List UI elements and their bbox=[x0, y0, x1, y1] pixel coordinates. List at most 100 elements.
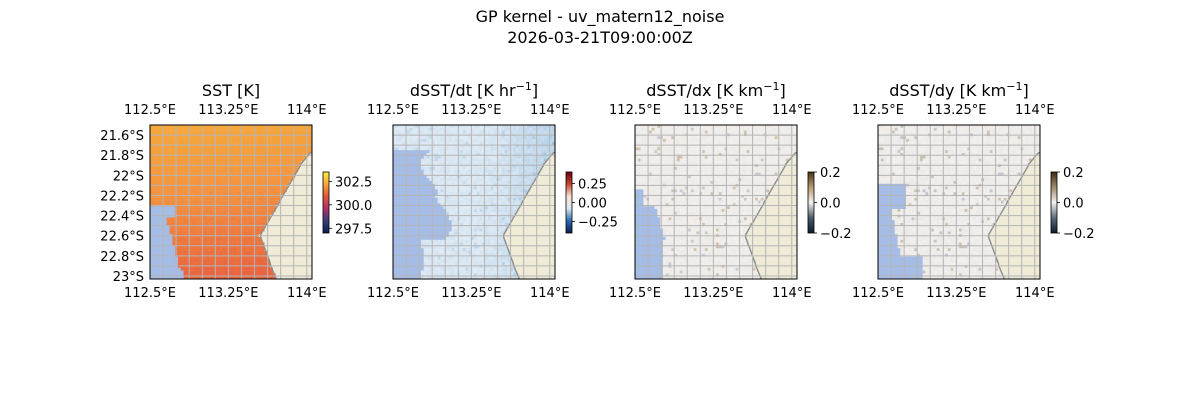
grid-cell bbox=[276, 229, 279, 232]
grid-cell bbox=[396, 178, 399, 181]
grid-cell bbox=[248, 167, 251, 170]
grid-cell bbox=[482, 150, 485, 153]
grid-cell bbox=[298, 251, 301, 254]
grid-cell bbox=[206, 198, 209, 201]
grid-cell bbox=[175, 259, 178, 262]
grid-cell bbox=[413, 136, 416, 139]
grid-cell bbox=[533, 198, 536, 201]
grid-cell bbox=[206, 251, 209, 254]
grid-cell bbox=[197, 161, 200, 164]
y-tick-label: 21.8°S bbox=[100, 149, 144, 164]
grid-cell bbox=[541, 136, 544, 139]
grid-cell bbox=[259, 192, 262, 195]
x-tick-label-top: 112.5°E bbox=[124, 103, 176, 118]
grid-cell bbox=[237, 206, 240, 209]
grid-cell bbox=[270, 175, 273, 178]
grid-cell bbox=[301, 248, 304, 251]
x-tick-label-bottom: 113.25°E bbox=[198, 286, 258, 301]
grid-cell bbox=[206, 212, 209, 215]
grid-cell bbox=[527, 128, 530, 131]
grid-cell bbox=[178, 131, 181, 134]
grid-cell bbox=[544, 170, 547, 173]
grid-cell bbox=[538, 198, 541, 201]
grid-cell bbox=[217, 231, 220, 234]
grid-cell bbox=[485, 156, 488, 159]
grid-cell bbox=[262, 198, 265, 201]
grid-cell bbox=[211, 243, 214, 246]
grid-cell bbox=[237, 271, 240, 274]
grid-cell bbox=[281, 215, 284, 218]
grid-cell bbox=[427, 192, 430, 195]
grid-cell bbox=[167, 147, 170, 150]
grid-cell bbox=[211, 209, 214, 212]
grid-cell bbox=[223, 131, 226, 134]
grid-cell bbox=[494, 128, 497, 131]
grid-cell bbox=[273, 178, 276, 181]
grid-cell bbox=[242, 159, 245, 162]
grid-cell bbox=[502, 201, 505, 204]
grid-cell bbox=[164, 181, 167, 184]
grid-cell bbox=[223, 178, 226, 181]
grid-cell bbox=[209, 142, 212, 145]
grid-cell bbox=[401, 142, 404, 145]
grid-cell bbox=[304, 243, 307, 246]
grid-cell bbox=[491, 181, 494, 184]
grid-cell bbox=[273, 189, 276, 192]
grid-cell bbox=[195, 226, 198, 229]
grid-cell bbox=[170, 231, 173, 234]
grid-cell bbox=[184, 139, 187, 142]
grid-cell bbox=[401, 147, 404, 150]
grid-cell bbox=[513, 161, 516, 164]
grid-cell bbox=[516, 192, 519, 195]
grid-cell bbox=[170, 262, 173, 265]
grid-cell bbox=[438, 206, 441, 209]
grid-cell bbox=[206, 142, 209, 145]
grid-cell bbox=[211, 203, 214, 206]
grid-cell bbox=[217, 170, 220, 173]
grid-cell bbox=[547, 198, 550, 201]
grid-cell bbox=[488, 136, 491, 139]
grid-cell bbox=[491, 192, 494, 195]
grid-cell bbox=[242, 257, 245, 260]
grid-cell bbox=[251, 212, 254, 215]
grid-cell bbox=[407, 206, 410, 209]
grid-cell bbox=[259, 128, 262, 131]
grid-cell bbox=[223, 203, 226, 206]
grid-cell bbox=[438, 161, 441, 164]
grid-cell bbox=[513, 198, 516, 201]
grid-cell bbox=[184, 167, 187, 170]
grid-cell bbox=[538, 206, 541, 209]
grid-cell bbox=[304, 128, 307, 131]
grid-cell bbox=[242, 128, 245, 131]
grid-cell bbox=[156, 217, 159, 220]
grid-cell bbox=[435, 150, 438, 153]
grid-cell bbox=[284, 203, 287, 206]
grid-cell bbox=[270, 229, 273, 232]
grid-cell bbox=[170, 271, 173, 274]
grid-cell bbox=[178, 142, 181, 145]
grid-cell bbox=[491, 203, 494, 206]
grid-cell bbox=[164, 142, 167, 145]
grid-cell bbox=[231, 251, 234, 254]
grid-cell bbox=[197, 147, 200, 150]
grid-cell bbox=[463, 170, 466, 173]
grid-cell bbox=[192, 175, 195, 178]
grid-cell bbox=[413, 167, 416, 170]
grid-cell bbox=[234, 139, 237, 142]
grid-cell bbox=[290, 217, 293, 220]
grid-cell bbox=[466, 147, 469, 150]
grid-cell bbox=[242, 215, 245, 218]
grid-cell bbox=[516, 198, 519, 201]
grid-cell bbox=[234, 142, 237, 145]
grid-cell bbox=[209, 187, 212, 190]
grid-cell bbox=[220, 268, 223, 271]
grid-cell bbox=[164, 150, 167, 153]
grid-cell bbox=[192, 206, 195, 209]
grid-cell bbox=[223, 170, 226, 173]
grid-cell bbox=[170, 201, 173, 204]
grid-cell bbox=[482, 178, 485, 181]
grid-cell bbox=[251, 203, 254, 206]
grid-cell bbox=[203, 159, 206, 162]
grid-cell bbox=[435, 201, 438, 204]
grid-cell bbox=[178, 159, 181, 162]
